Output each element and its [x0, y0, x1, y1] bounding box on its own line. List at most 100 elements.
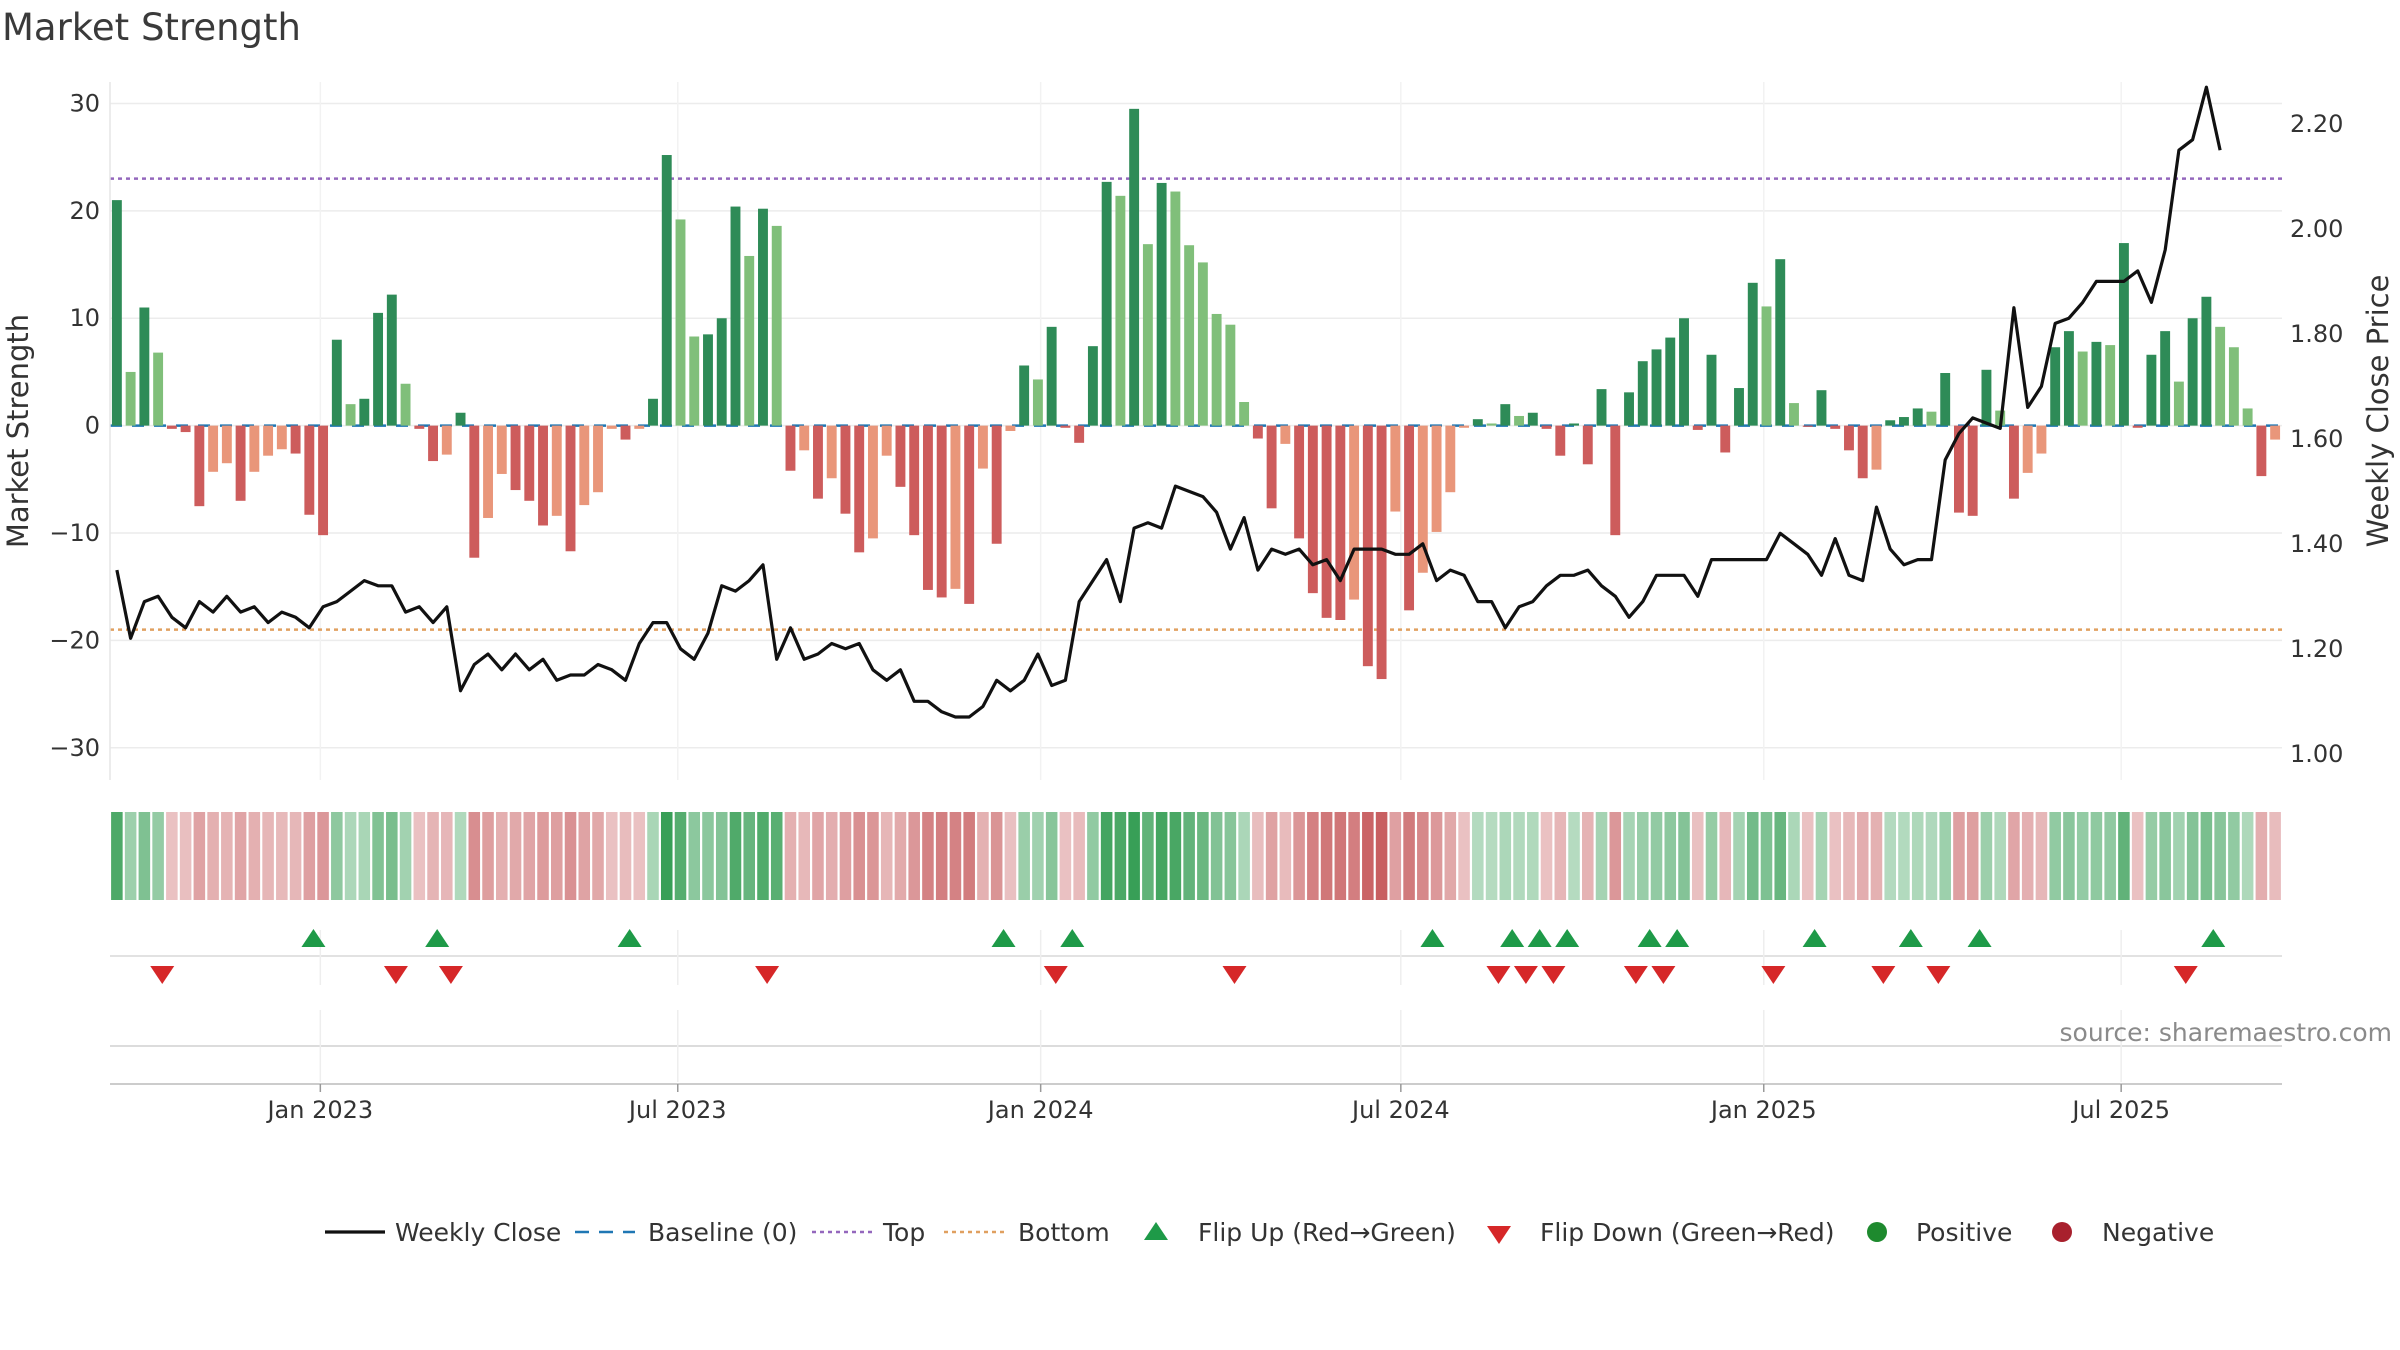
strength-bar [1734, 388, 1744, 426]
heat-cell [1045, 812, 1058, 900]
heat-cell [2214, 812, 2226, 900]
strength-bar [1376, 425, 1387, 680]
heat-cell [867, 812, 879, 900]
strength-bar [1280, 425, 1291, 444]
strength-bar [1060, 425, 1071, 428]
heat-cell [1609, 812, 1622, 900]
strength-bar [483, 425, 493, 518]
heat-cell [1265, 812, 1278, 900]
heat-cell [1389, 812, 1402, 900]
strength-bar [221, 425, 232, 464]
strength-bar [1816, 390, 1827, 426]
strength-bar [1569, 423, 1579, 426]
heat-cell [825, 812, 838, 900]
heat-cell [1114, 812, 1127, 900]
strength-bar [593, 425, 603, 493]
strength-bar [1252, 425, 1263, 439]
strength-bar [428, 425, 438, 462]
heat-cell [619, 812, 632, 900]
legend: Weekly Close Baseline (0) Top Bottom Flip Up… [325, 1218, 2214, 1247]
heat-cell [1898, 812, 1910, 900]
strength-bar [813, 425, 823, 499]
heat-cell [317, 812, 329, 900]
heat-cell [1004, 812, 1017, 900]
heat-cell [248, 812, 261, 900]
heat-cell [1856, 812, 1869, 900]
heat-cell [592, 812, 604, 900]
strength-bar [1239, 402, 1250, 426]
heat-cell [1911, 812, 1924, 900]
strength-bar [606, 425, 617, 429]
strength-bar [1266, 425, 1277, 509]
strength-bar [1541, 425, 1552, 429]
strength-bar [510, 425, 521, 491]
heat-cell [138, 812, 151, 900]
heat-cell [1678, 812, 1690, 900]
reference-lines [110, 177, 2282, 631]
heat-cell [1994, 812, 2006, 900]
heat-cell [1238, 812, 1250, 900]
strength-bar [1610, 425, 1621, 536]
strength-bar [2063, 331, 2074, 426]
strength-bar [1720, 425, 1731, 453]
strength-bar [1871, 425, 1882, 470]
flip-down-marker [1926, 966, 1951, 984]
heat-cell [1417, 812, 1429, 900]
heat-cell [2269, 812, 2281, 900]
strength-bar [1417, 425, 1428, 573]
strength-bar [318, 425, 329, 536]
strength-bar [565, 425, 576, 552]
legend-baseline: Baseline (0) [648, 1218, 797, 1247]
right-tick-label: 1.20 [2290, 635, 2343, 663]
strength-bar [455, 412, 466, 426]
heat-cell [1582, 812, 1594, 900]
heat-cell [1375, 812, 1388, 900]
heat-cell [1142, 812, 1154, 900]
strength-bar [1486, 423, 1497, 426]
heat-cell [1334, 812, 1347, 900]
heat-cell [647, 812, 659, 900]
x-tick-label: Jul 2025 [2070, 1096, 2170, 1124]
heat-cell [839, 812, 852, 900]
strength-bar [2173, 381, 2184, 426]
heat-cell [2021, 812, 2034, 900]
strength-bar [538, 425, 548, 526]
flip-down-marker [755, 966, 780, 984]
heat-cell [2104, 812, 2116, 900]
flip-up-marker [1967, 929, 1992, 947]
strength-bar [2160, 331, 2171, 426]
flip-up-marker [425, 929, 450, 947]
strength-bar [1156, 182, 1167, 426]
heat-cell [743, 812, 756, 900]
heat-cell [221, 812, 233, 900]
strength-bar [854, 425, 865, 553]
heat-cell [1733, 812, 1745, 900]
heat-cell [715, 812, 728, 900]
strength-bar [620, 425, 631, 440]
strength-bar [1830, 425, 1841, 429]
strength-bar [936, 425, 947, 598]
right-tick-label: 1.00 [2290, 740, 2343, 768]
strength-bar [1321, 425, 1332, 618]
flip-up-marker [1898, 929, 1923, 947]
heat-cell [1925, 812, 1938, 900]
strength-bar [1431, 425, 1442, 532]
heat-cell [2145, 812, 2158, 900]
axes: 30 20 10 0 −10 −20 −30 2.20 2.00 1.80 1.60 1.40 1.20… [1, 82, 2395, 780]
flip-up-marker [1665, 929, 1690, 947]
strength-bar [1362, 425, 1373, 667]
heat-cell [2090, 812, 2103, 900]
left-tick-label: 30 [69, 89, 100, 117]
strength-bar [1142, 244, 1153, 426]
heat-cell [770, 812, 783, 900]
strength-bar [1844, 425, 1854, 451]
strength-bar [1624, 392, 1634, 426]
strength-bar [1307, 425, 1318, 594]
heat-cell [344, 812, 357, 900]
heat-cell [633, 812, 646, 900]
heat-cell [509, 812, 522, 900]
heat-cell [166, 812, 178, 900]
legend-top: Top [882, 1218, 925, 1247]
heat-cell [1018, 812, 1030, 900]
strength-bar [991, 425, 1002, 544]
